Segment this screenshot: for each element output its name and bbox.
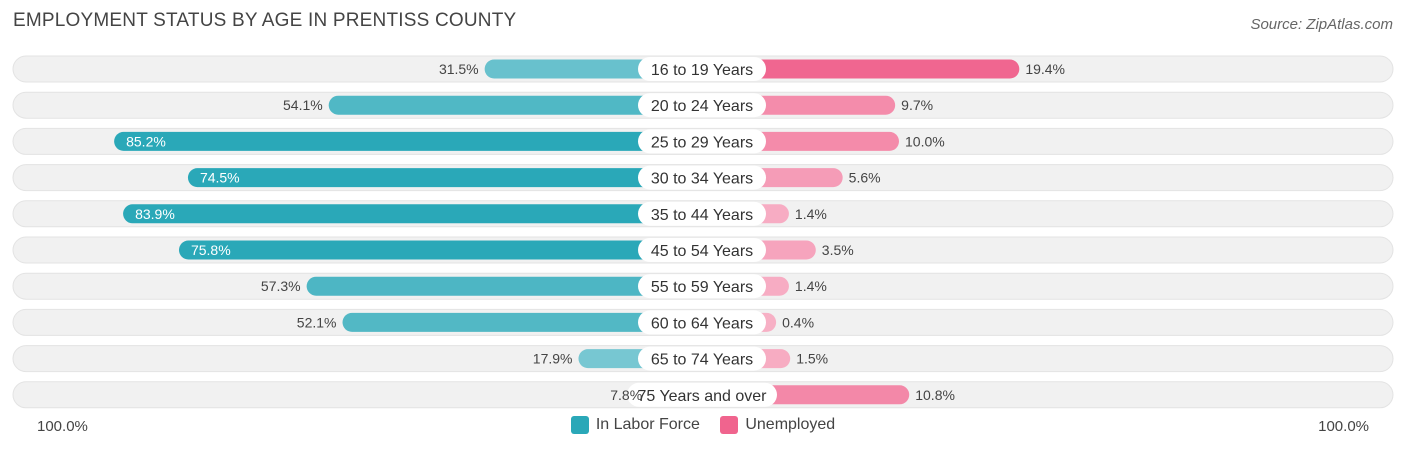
category-label: 45 to 54 Years	[651, 243, 753, 260]
data-label-labor-force: 54.1%	[283, 97, 323, 113]
legend-swatch-unemployed	[720, 416, 739, 434]
chart-source: Source: ZipAtlas.com	[1250, 16, 1393, 33]
category-label: 65 to 74 Years	[651, 352, 753, 369]
category-pill	[638, 165, 766, 190]
bar-labor-force	[123, 204, 703, 224]
data-label-labor-force: 74.5%	[200, 170, 240, 186]
data-label-labor-force: 7.8%	[610, 387, 642, 403]
bar-labor-force	[306, 276, 702, 296]
legend-label-labor-force: In Labor Force	[595, 416, 700, 433]
data-label-unemployed: 9.7%	[901, 97, 933, 113]
category-pill	[638, 93, 766, 118]
bar-unemployed	[702, 59, 1020, 79]
legend-swatch-labor-force	[570, 416, 589, 434]
category-label: 60 to 64 Years	[651, 315, 753, 332]
data-label-unemployed: 0.4%	[782, 314, 814, 330]
axis-right-label: 100.0%	[1318, 418, 1369, 435]
category-pill	[638, 274, 766, 299]
data-label-labor-force: 83.9%	[135, 206, 175, 222]
bar-labor-force	[328, 95, 702, 115]
category-pill	[627, 382, 777, 407]
chart-title: EMPLOYMENT STATUS BY AGE IN PRENTISS COU…	[13, 10, 517, 31]
data-label-unemployed: 5.6%	[849, 170, 881, 186]
legend: In Labor Force Unemployed	[0, 416, 1406, 439]
data-label-unemployed: 1.4%	[795, 206, 827, 222]
category-pill	[638, 310, 766, 335]
data-label-unemployed: 19.4%	[1025, 61, 1065, 77]
category-pill	[638, 346, 766, 371]
legend-item-unemployed[interactable]: Unemployed	[720, 416, 835, 434]
data-label-unemployed: 10.8%	[915, 387, 955, 403]
data-label-unemployed: 1.4%	[795, 278, 827, 294]
axis-left-label: 100.0%	[37, 418, 88, 435]
category-label: 35 to 44 Years	[651, 207, 753, 224]
data-label-labor-force: 85.2%	[126, 133, 166, 149]
data-label-labor-force: 75.8%	[191, 242, 231, 258]
category-label: 25 to 29 Years	[651, 134, 753, 151]
category-label: 16 to 19 Years	[651, 62, 753, 79]
data-label-unemployed: 1.5%	[796, 351, 828, 367]
data-label-labor-force: 52.1%	[297, 314, 337, 330]
category-label: 75 Years and over	[638, 388, 768, 405]
category-label: 30 to 34 Years	[651, 171, 753, 188]
bar-labor-force	[178, 240, 703, 260]
category-label: 20 to 24 Years	[651, 98, 753, 115]
bar-labor-force	[342, 312, 702, 332]
category-pill	[638, 129, 766, 154]
bar-labor-force	[187, 168, 702, 188]
legend-label-unemployed: Unemployed	[745, 416, 836, 433]
data-label-labor-force: 31.5%	[439, 61, 479, 77]
data-label-unemployed: 3.5%	[822, 242, 854, 258]
category-pill	[638, 201, 766, 226]
category-pill	[638, 57, 766, 81]
category-pill	[638, 238, 766, 262]
bar-labor-force	[114, 131, 703, 151]
data-label-labor-force: 57.3%	[261, 278, 301, 294]
data-label-unemployed: 10.0%	[905, 133, 945, 149]
data-label-labor-force: 17.9%	[533, 351, 573, 367]
legend-item-labor-force[interactable]: In Labor Force	[570, 416, 700, 434]
category-label: 55 to 59 Years	[651, 279, 753, 296]
